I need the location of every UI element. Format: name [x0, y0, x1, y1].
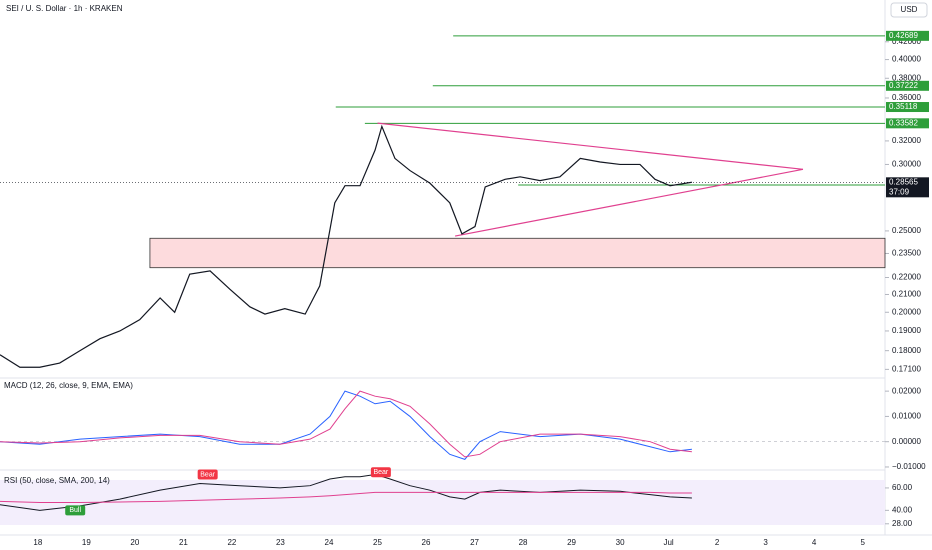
trend-line [455, 168, 804, 237]
demand-zone [149, 237, 886, 269]
level-label: 0.42689 [889, 31, 918, 40]
last-price-label: 0.28565 [889, 177, 918, 186]
last-price-tag [886, 177, 929, 198]
x-tick-label: Jul [663, 538, 673, 547]
y-tick-label: 0.42000 [892, 37, 921, 46]
currency[interactable]: USD [901, 5, 918, 14]
y-tick-label: 0.25000 [892, 226, 921, 235]
level-tag [886, 80, 929, 91]
level-tag [886, 102, 929, 113]
trend-line [377, 122, 804, 170]
x-tick-label: 25 [373, 538, 382, 547]
y-tick-label: 0.22000 [892, 273, 921, 282]
macd-line [0, 390, 692, 458]
signal-tag [370, 467, 391, 478]
x-tick-label: 23 [276, 538, 285, 547]
x-tick-label: 3 [763, 538, 768, 547]
x-tick-label: 4 [812, 538, 817, 547]
signal-label: Bear [373, 469, 388, 476]
y-tick-label: 60.00 [892, 483, 913, 492]
x-tick-label: 20 [130, 538, 139, 547]
level-label: 0.37222 [889, 81, 918, 90]
x-tick-label: 2 [715, 538, 720, 547]
x-tick-label: 27 [470, 538, 479, 547]
price-line [0, 124, 692, 368]
y-tick-label: 0.19000 [892, 326, 921, 335]
y-tick-label: 0.20000 [892, 307, 921, 316]
y-tick-label: 28.00 [892, 519, 913, 528]
x-tick-label: 30 [616, 538, 625, 547]
x-tick-label: 28 [519, 538, 528, 547]
y-tick-label: 0.21000 [892, 290, 921, 299]
x-tick-label: 19 [82, 538, 91, 547]
rsi-label: RSI (50, close, SMA, 200, 14) [4, 476, 110, 485]
y-tick-label: 0.38000 [892, 73, 921, 82]
level-tag [886, 118, 929, 129]
y-tick-label: 40.00 [892, 505, 913, 514]
signal-tag [197, 469, 218, 480]
level-tag [886, 30, 929, 41]
rsi-line [0, 491, 692, 503]
x-tick-label: 24 [325, 538, 334, 547]
y-tick-label: 0.23500 [892, 249, 921, 258]
y-tick-label: −0.01000 [892, 462, 926, 471]
signal-label: Bear [200, 471, 215, 478]
x-tick-label: 29 [567, 538, 576, 547]
rsi-band [0, 480, 885, 525]
currency-button[interactable] [890, 2, 928, 18]
x-tick-label: 26 [422, 538, 431, 547]
level-label: 0.35118 [889, 102, 918, 111]
level-label: 0.33582 [889, 118, 918, 127]
chart-title: SEI / U. S. Dollar · 1h · KRAKEN [6, 4, 123, 13]
macd-label: MACD (12, 26, close, 9, EMA, EMA) [4, 381, 133, 390]
y-tick-label: 0.30000 [892, 160, 921, 169]
signal-label: Bull [69, 507, 81, 514]
y-tick-label: 0.17100 [892, 364, 921, 373]
x-tick-label: 22 [227, 538, 236, 547]
countdown: 37:09 [889, 187, 910, 196]
signal-tag [65, 505, 86, 516]
y-tick-label: 0.01000 [892, 412, 921, 421]
y-tick-label: 0.02000 [892, 386, 921, 395]
y-tick-label: 0.18000 [892, 346, 921, 355]
y-tick-label: 0.32000 [892, 136, 921, 145]
y-tick-label: 0.36000 [892, 93, 921, 102]
y-tick-label: 0.40000 [892, 55, 921, 64]
x-tick-label: 18 [33, 538, 42, 547]
y-tick-label: 0.00000 [892, 437, 921, 446]
x-tick-label: 5 [860, 538, 865, 547]
x-tick-label: 21 [179, 538, 188, 547]
